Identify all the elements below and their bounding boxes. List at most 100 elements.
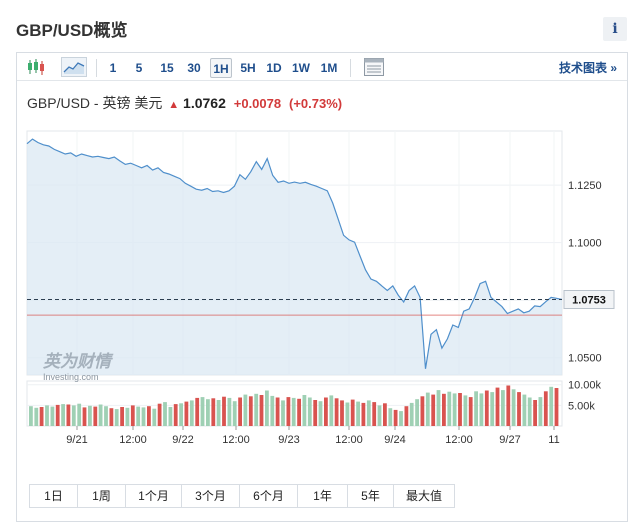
- volume-bar: [243, 394, 248, 426]
- candlestick-icon[interactable]: [25, 57, 47, 77]
- interval-5[interactable]: 5: [135, 61, 143, 75]
- chart-panel: 1 5 15 30 1H 5H 1D 1W 1M 技术图表 » GBP/USD …: [16, 52, 628, 522]
- volume-bar: [533, 400, 537, 426]
- interval-15[interactable]: 15: [160, 61, 174, 75]
- volume-bar: [291, 397, 296, 426]
- volume-bar: [334, 398, 339, 426]
- volume-bar: [163, 402, 167, 426]
- volume-bar: [141, 407, 146, 426]
- volume-bar: [479, 393, 484, 426]
- volume-bar: [82, 407, 87, 426]
- volume-bar: [77, 403, 82, 426]
- range-5y[interactable]: 5年: [348, 485, 394, 507]
- volume-bar: [147, 406, 151, 426]
- volume-bar: [104, 406, 108, 426]
- range-6m[interactable]: 6个月: [240, 485, 298, 507]
- volume-bar: [184, 401, 189, 426]
- quote-line: GBP/USD - 英镑 美元 ▲ 1.0762 +0.0078 (+0.73%…: [27, 93, 342, 113]
- watermark-brand: 英为财情: [42, 352, 114, 372]
- toolbar-divider: [96, 59, 97, 77]
- range-selector: 1日 1周 1个月 3个月 6个月 1年 5年 最大值: [29, 484, 455, 508]
- volume-bar: [195, 397, 200, 426]
- current-price: 1.0762: [183, 95, 226, 111]
- x-tick-label: 12:00: [119, 434, 147, 446]
- volume-bar: [211, 398, 216, 426]
- volume-bar: [222, 396, 226, 426]
- table-icon[interactable]: [362, 57, 386, 77]
- price-change-pct: (+0.73%): [289, 96, 343, 111]
- interval-1h[interactable]: 1H: [210, 58, 232, 78]
- volume-bar: [543, 391, 548, 426]
- interval-5h[interactable]: 5H: [240, 61, 256, 75]
- volume-bar: [125, 407, 130, 426]
- volume-bar: [55, 404, 60, 426]
- volume-bar: [501, 390, 505, 426]
- x-tick-label: 12:00: [445, 434, 473, 446]
- volume-bar: [216, 400, 221, 426]
- volume-bar: [447, 391, 452, 426]
- volume-bar: [388, 408, 393, 426]
- volume-bar: [29, 406, 33, 426]
- volume-bar: [157, 403, 162, 426]
- volume-bar: [270, 395, 275, 426]
- volume-bar: [468, 397, 473, 426]
- volume-bar: [302, 395, 307, 426]
- volume-bar: [490, 392, 495, 426]
- x-tick-label: 12:00: [222, 434, 250, 446]
- volume-bar: [425, 392, 430, 426]
- y-tick-label: 1.1000: [568, 238, 602, 250]
- range-1d[interactable]: 1日: [30, 485, 78, 507]
- volume-bar: [45, 405, 49, 426]
- range-max[interactable]: 最大值: [405, 489, 442, 503]
- volume-bar: [420, 396, 425, 426]
- price-area-fill: [27, 139, 562, 375]
- interval-30[interactable]: 30: [187, 61, 201, 75]
- volume-bar: [409, 402, 414, 426]
- volume-bar: [372, 402, 377, 426]
- range-1w[interactable]: 1周: [78, 485, 126, 507]
- volume-bar: [265, 390, 269, 426]
- x-tick-label: 9/23: [278, 434, 299, 446]
- y-tick-label: 1.1250: [568, 180, 602, 192]
- volume-bar: [506, 385, 511, 426]
- volume-bar: [120, 407, 124, 426]
- volume-tick-label: 5.00k: [568, 400, 595, 412]
- volume-bar: [436, 390, 441, 426]
- volume-bar: [66, 404, 71, 426]
- volume-bar: [259, 395, 264, 426]
- volume-bar: [200, 397, 205, 426]
- current-price-label: 1.0753: [572, 294, 606, 306]
- area-chart-icon[interactable]: [61, 57, 87, 77]
- volume-bar: [517, 392, 521, 426]
- volume-bar: [495, 387, 500, 426]
- volume-bar: [361, 402, 366, 426]
- interval-1m[interactable]: 1M: [320, 61, 338, 75]
- volume-bar: [549, 386, 554, 426]
- volume-bar: [307, 397, 312, 426]
- volume-bar: [297, 398, 301, 426]
- range-1m[interactable]: 1个月: [126, 485, 182, 507]
- interval-1d[interactable]: 1D: [266, 61, 282, 75]
- interval-1w[interactable]: 1W: [292, 61, 310, 75]
- info-icon[interactable]: i: [603, 17, 627, 41]
- range-1y[interactable]: 1年: [298, 485, 348, 507]
- volume-bar: [463, 395, 468, 426]
- volume-bar: [114, 409, 119, 426]
- volume-bar: [61, 404, 65, 426]
- volume-bar: [254, 393, 259, 426]
- volume-bar: [527, 397, 532, 426]
- price-chart[interactable]: 1.12501.10001.07501.05009/2112:009/2212:…: [17, 123, 627, 473]
- page-title: GBP/USD概览: [16, 21, 128, 40]
- volume-bar: [522, 394, 527, 426]
- x-tick-label: 9/22: [172, 434, 193, 446]
- volume-bar: [377, 405, 382, 426]
- volume-bar: [474, 391, 478, 426]
- volume-bar: [179, 403, 183, 426]
- pair-label: GBP/USD - 英镑 美元: [27, 95, 163, 111]
- interval-1[interactable]: 1: [109, 61, 117, 75]
- volume-bar: [399, 411, 403, 426]
- volume-bar: [345, 402, 350, 426]
- technical-chart-link[interactable]: 技术图表 »: [558, 61, 617, 75]
- range-3m[interactable]: 3个月: [182, 485, 240, 507]
- volume-bar: [356, 401, 360, 426]
